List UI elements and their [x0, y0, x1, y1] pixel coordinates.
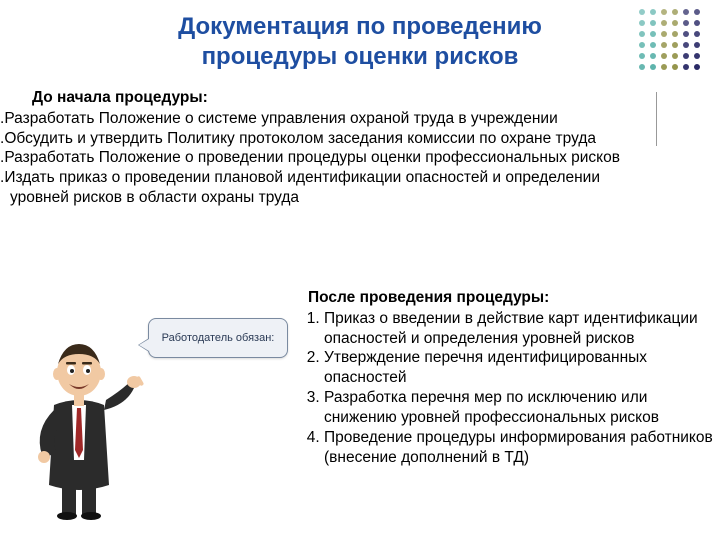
speech-text: Работодатель обязан: — [162, 332, 275, 344]
decorative-dot-grid — [636, 6, 702, 72]
list-item: Утверждение перечня идентифицированных о… — [324, 348, 715, 388]
speech-bubble: Работодатель обязан: — [148, 318, 288, 358]
decorative-dot — [672, 9, 678, 15]
employer-character-icon — [14, 310, 144, 520]
decorative-dot — [672, 20, 678, 26]
after-list: Приказ о введении в действие карт иденти… — [308, 309, 715, 468]
before-heading: До начала процедуры: — [32, 88, 655, 108]
vertical-divider — [656, 92, 657, 146]
decorative-dot — [639, 42, 645, 48]
decorative-dot — [694, 31, 700, 37]
decorative-dot — [683, 64, 689, 70]
decorative-dot — [672, 42, 678, 48]
decorative-dot — [650, 64, 656, 70]
list-item: Разработать Положение о системе управлен… — [0, 109, 655, 129]
decorative-dot — [683, 31, 689, 37]
list-item: Приказ о введении в действие карт иденти… — [324, 309, 715, 349]
decorative-dot — [661, 31, 667, 37]
list-item: Обсудить и утвердить Политику протоколом… — [0, 129, 655, 149]
decorative-dot — [650, 9, 656, 15]
list-item: Разработать Положение о проведении проце… — [0, 148, 655, 168]
after-heading: После проведения процедуры: — [308, 288, 715, 308]
decorative-dot — [650, 20, 656, 26]
after-procedure-section: После проведения процедуры: Приказ о вве… — [290, 288, 715, 467]
decorative-dot — [683, 20, 689, 26]
decorative-dot — [650, 53, 656, 59]
decorative-dot — [639, 20, 645, 26]
title-line-2: процедуры оценки рисков — [0, 42, 720, 72]
decorative-dot — [661, 53, 667, 59]
decorative-dot — [639, 53, 645, 59]
decorative-dot — [694, 20, 700, 26]
list-item: Издать приказ о проведении плановой иден… — [0, 168, 655, 208]
decorative-dot — [661, 42, 667, 48]
decorative-dot — [661, 9, 667, 15]
decorative-dot — [650, 31, 656, 37]
decorative-dot — [694, 64, 700, 70]
decorative-dot — [672, 64, 678, 70]
page-title: Документация по проведению процедуры оце… — [0, 0, 720, 72]
decorative-dot — [683, 42, 689, 48]
title-line-1: Документация по проведению — [0, 12, 720, 42]
decorative-dot — [694, 9, 700, 15]
decorative-dot — [650, 42, 656, 48]
decorative-dot — [639, 64, 645, 70]
list-item: Разработка перечня мер по исключению или… — [324, 388, 715, 428]
decorative-dot — [694, 53, 700, 59]
decorative-dot — [683, 53, 689, 59]
decorative-dot — [661, 64, 667, 70]
decorative-dot — [683, 9, 689, 15]
decorative-dot — [639, 9, 645, 15]
decorative-dot — [672, 31, 678, 37]
before-procedure-section: До начала процедуры: Разработать Положен… — [0, 88, 655, 208]
decorative-dot — [694, 42, 700, 48]
before-list: Разработать Положение о системе управлен… — [0, 109, 655, 208]
decorative-dot — [639, 31, 645, 37]
decorative-dot — [661, 20, 667, 26]
list-item: Проведение процедуры информирования рабо… — [324, 428, 715, 468]
decorative-dot — [672, 53, 678, 59]
